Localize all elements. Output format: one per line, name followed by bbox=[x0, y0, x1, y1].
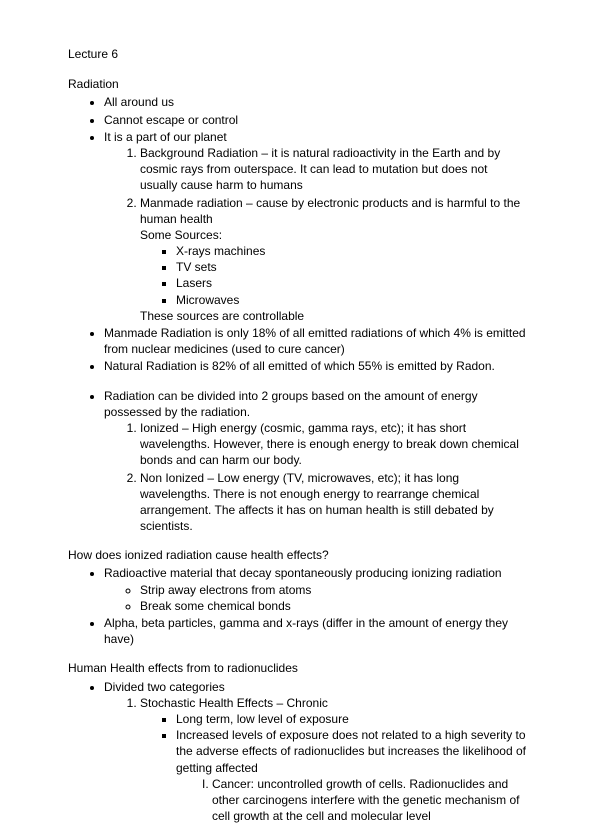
list-item: Increased levels of exposure does not re… bbox=[176, 727, 527, 824]
document-page: Lecture 6 Radiation All around us Cannot… bbox=[0, 0, 595, 770]
list-item: It is a part of our planet Background Ra… bbox=[104, 129, 527, 324]
human-health-list: Divided two categories Stochastic Health… bbox=[68, 679, 527, 824]
section-radiation-heading: Radiation bbox=[68, 76, 527, 92]
list-item: Radioactive material that decay spontane… bbox=[104, 565, 527, 614]
radiation-list: All around us Cannot escape or control I… bbox=[68, 94, 527, 374]
list-item-text: Manmade radiation – cause by electronic … bbox=[140, 196, 520, 226]
list-item-text: Increased levels of exposure does not re… bbox=[176, 728, 526, 774]
cancer-list: Cancer: uncontrolled growth of cells. Ra… bbox=[176, 776, 527, 824]
sources-note: These sources are controllable bbox=[140, 308, 527, 324]
sources-list: X-rays machines TV sets Lasers Microwave… bbox=[140, 243, 527, 308]
list-item: Radiation can be divided into 2 groups b… bbox=[104, 388, 527, 535]
health-effects-list: Radioactive material that decay spontane… bbox=[68, 565, 527, 647]
list-item: X-rays machines bbox=[176, 243, 527, 259]
ionization-list: Ionized – High energy (cosmic, gamma ray… bbox=[104, 420, 527, 534]
decay-effects-list: Strip away electrons from atoms Break so… bbox=[104, 582, 527, 614]
list-item-text: It is a part of our planet bbox=[104, 130, 227, 144]
list-item: Ionized – High energy (cosmic, gamma ray… bbox=[140, 420, 527, 469]
list-item: Divided two categories Stochastic Health… bbox=[104, 679, 527, 824]
list-item: Microwaves bbox=[176, 292, 527, 308]
list-item: Natural Radiation is 82% of all emitted … bbox=[104, 358, 527, 374]
list-item: Alpha, beta particles, gamma and x-rays … bbox=[104, 615, 527, 647]
list-item: Manmade radiation – cause by electronic … bbox=[140, 195, 527, 325]
radiation-types-list: Background Radiation – it is natural rad… bbox=[104, 145, 527, 324]
sources-label: Some Sources: bbox=[140, 227, 527, 243]
list-item: Stochastic Health Effects – Chronic Long… bbox=[140, 695, 527, 824]
list-item-text: Radiation can be divided into 2 groups b… bbox=[104, 389, 478, 419]
list-item: Manmade Radiation is only 18% of all emi… bbox=[104, 325, 527, 357]
list-item: Cannot escape or control bbox=[104, 112, 527, 128]
section-human-health-heading: Human Health effects from to radionuclid… bbox=[68, 660, 527, 676]
list-item: Cancer: uncontrolled growth of cells. Ra… bbox=[212, 776, 527, 824]
stochastic-list: Long term, low level of exposure Increas… bbox=[140, 711, 527, 824]
list-item-text: Radioactive material that decay spontane… bbox=[104, 566, 502, 580]
list-item: Lasers bbox=[176, 275, 527, 291]
list-item: TV sets bbox=[176, 259, 527, 275]
list-item: Strip away electrons from atoms bbox=[140, 582, 527, 598]
section-health-effects-heading: How does ionized radiation cause health … bbox=[68, 547, 527, 563]
radiation-groups-list: Radiation can be divided into 2 groups b… bbox=[68, 388, 527, 535]
list-item-text: Divided two categories bbox=[104, 680, 225, 694]
list-item: Background Radiation – it is natural rad… bbox=[140, 145, 527, 194]
list-item: All around us bbox=[104, 94, 527, 110]
list-item-text: Stochastic Health Effects – Chronic bbox=[140, 696, 328, 710]
list-item: Long term, low level of exposure bbox=[176, 711, 527, 727]
list-item: Break some chemical bonds bbox=[140, 598, 527, 614]
list-item: Non Ionized – Low energy (TV, microwaves… bbox=[140, 470, 527, 535]
categories-list: Stochastic Health Effects – Chronic Long… bbox=[104, 695, 527, 824]
lecture-title: Lecture 6 bbox=[68, 46, 527, 62]
